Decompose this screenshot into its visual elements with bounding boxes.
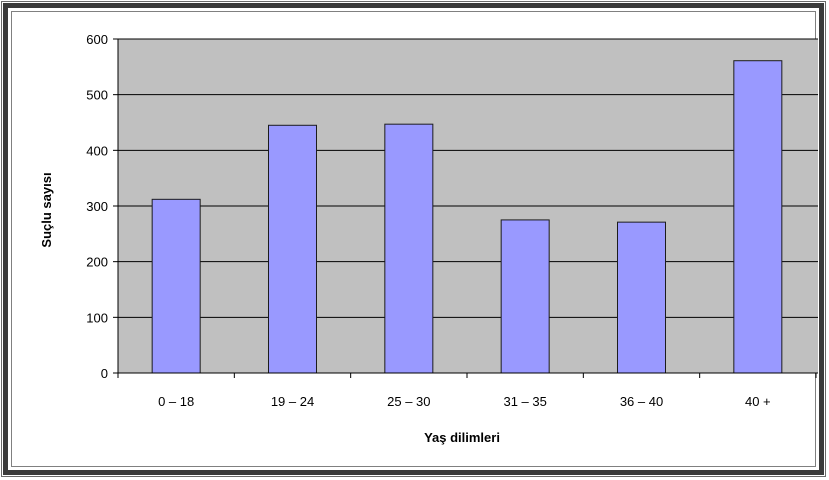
y-tick-label: 500 [86,88,108,103]
x-tick-label: 36 – 40 [620,394,663,409]
x-tick-label: 19 – 24 [271,394,314,409]
x-axis-title: Yaş dilimleri [424,430,500,445]
bar [268,124,317,374]
y-tick-label: 100 [86,310,108,325]
gridlines [118,38,818,318]
x-tick-label: 25 – 30 [387,394,430,409]
y-tick-label: 0 [101,366,108,381]
bar [733,60,783,374]
bar [500,219,550,374]
y-axis-title: Suçlu sayısı [39,172,54,247]
x-tick-label: 31 – 35 [503,394,546,409]
x-tick-label: 0 – 18 [158,394,194,409]
x-ticks: 0 – 18 19 – 24 25 – 30 31 – 35 36 – 40 40 + [117,373,817,409]
x-tick-label: 40 + [745,394,771,409]
y-tick-label: 400 [86,143,108,158]
y-tick-label: 200 [86,255,108,270]
bar [151,198,201,374]
y-tick-label: 300 [86,199,108,214]
y-ticks: 0 100 200 300 400 500 600 [86,32,118,381]
y-tick-label: 600 [86,32,108,47]
bar [617,221,666,374]
bar [384,123,434,374]
bars [151,60,783,374]
chart-frame [3,3,824,475]
